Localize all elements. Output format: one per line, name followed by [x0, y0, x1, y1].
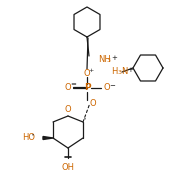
Text: +: +	[111, 55, 117, 61]
Polygon shape	[43, 136, 53, 139]
Text: +: +	[127, 67, 133, 73]
Text: '': ''	[84, 117, 86, 122]
Text: 3: 3	[107, 58, 111, 62]
Text: H: H	[112, 68, 118, 76]
Text: +: +	[88, 68, 94, 73]
Text: HO: HO	[22, 134, 35, 142]
Text: 3: 3	[118, 69, 122, 75]
Text: O: O	[65, 105, 71, 114]
Text: NH: NH	[98, 55, 111, 65]
Text: O: O	[64, 83, 71, 93]
Text: −: −	[109, 83, 115, 89]
Text: OH: OH	[61, 163, 74, 172]
Text: O: O	[90, 99, 97, 107]
Text: P: P	[84, 83, 90, 93]
Text: '': ''	[31, 134, 34, 138]
Text: N: N	[121, 68, 127, 76]
Text: O: O	[103, 83, 110, 93]
Text: =: =	[70, 82, 76, 88]
Text: O: O	[84, 69, 90, 79]
